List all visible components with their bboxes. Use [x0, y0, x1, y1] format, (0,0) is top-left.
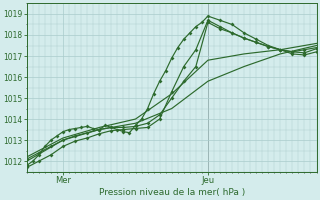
X-axis label: Pression niveau de la mer( hPa ): Pression niveau de la mer( hPa ): [99, 188, 245, 197]
